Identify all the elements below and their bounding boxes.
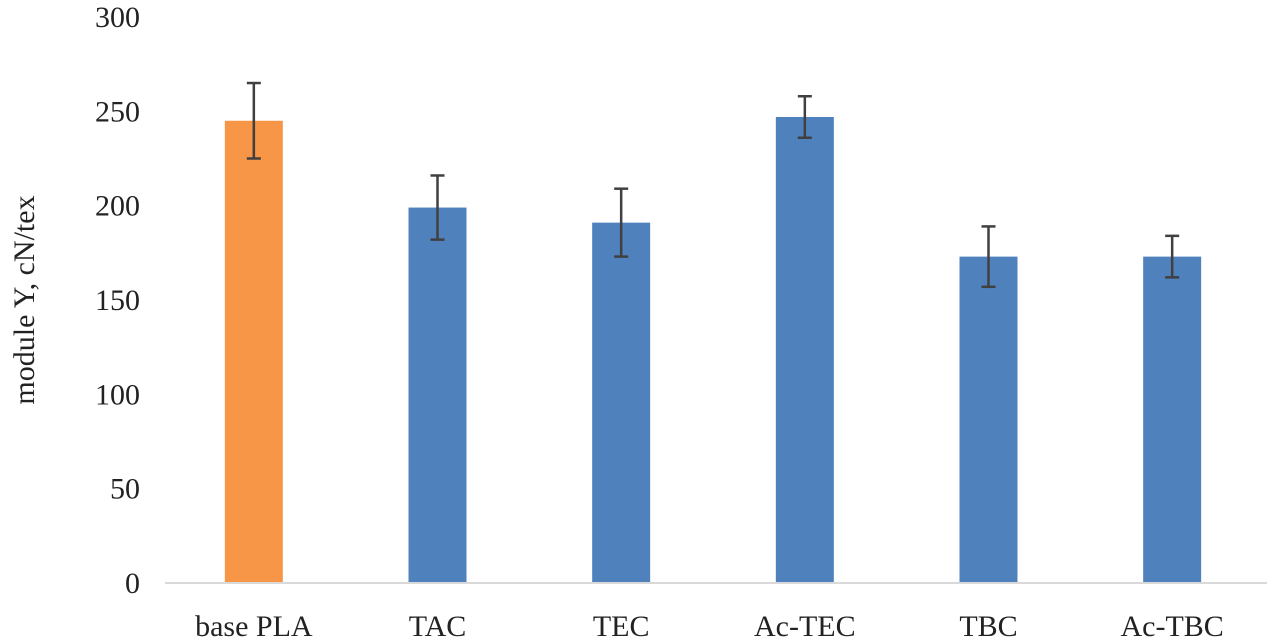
bar-tac [408, 207, 467, 583]
y-tick-label: 150 [95, 284, 140, 317]
error-bar [1165, 234, 1180, 279]
y-tick-label: 50 [110, 473, 140, 506]
x-tick-label: TEC [593, 610, 650, 642]
error-bar [981, 225, 996, 289]
error-bar [614, 187, 629, 258]
y-axis-label: module Y, cN/tex [8, 195, 41, 404]
bar-ac-tec [775, 116, 834, 583]
error-bar [797, 94, 812, 139]
error-bar [246, 81, 261, 160]
y-tick-label: 200 [95, 190, 140, 223]
bar-tbc [959, 256, 1018, 583]
x-tick-label: base PLA [195, 610, 313, 642]
bar-ac-tbc [1143, 256, 1202, 583]
x-tick-label: Ac-TEC [754, 610, 856, 642]
x-tick-label: TAC [409, 610, 467, 642]
y-tick-label: 250 [95, 95, 140, 128]
bar-base-pla [224, 120, 283, 584]
y-tick-label: 100 [95, 378, 140, 411]
x-tick-label: Ac-TBC [1121, 610, 1224, 642]
x-tick-label: TBC [959, 610, 1017, 642]
y-tick-label: 0 [125, 567, 140, 600]
y-tick-label: 300 [95, 1, 140, 34]
bar-tec [592, 222, 651, 583]
error-bar [430, 174, 445, 241]
